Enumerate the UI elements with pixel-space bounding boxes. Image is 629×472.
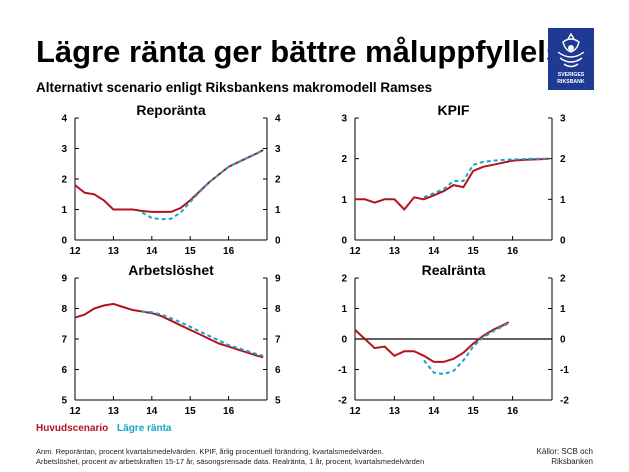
- y-tick-label: 8: [61, 304, 67, 315]
- chart-title: Arbetslöshet: [128, 262, 214, 278]
- legend-item-baseline: Huvudscenario: [36, 423, 109, 434]
- chart-panel-3: Realränta-2 -2-1 -10 01 12 212 13 14 15 16: [338, 262, 569, 417]
- x-tick-label: 15: [185, 406, 197, 417]
- y-tick-label-right: 2: [560, 274, 566, 285]
- y-tick-label: 1: [341, 195, 347, 206]
- y-tick-label: 0: [61, 236, 67, 247]
- source-line: Källor: SCB och: [536, 447, 593, 456]
- chart-title: Reporänta: [136, 102, 205, 118]
- x-tick-label: 16: [507, 406, 519, 417]
- series-line-huvudscenario: [355, 157, 549, 212]
- riksbank-logo-icon: SVERIGES RIKSBANK: [548, 28, 594, 90]
- y-tick-label: 2: [341, 274, 347, 285]
- y-tick-label: 2: [341, 154, 347, 165]
- y-tick-label-right: 5: [275, 396, 281, 407]
- footnote: Anm. Reporäntan, procent kvartalsmedelvä…: [36, 447, 424, 467]
- x-tick-label: 13: [389, 246, 401, 257]
- y-tick-label-right: -1: [560, 365, 569, 376]
- x-tick-label: 14: [428, 406, 440, 417]
- series-line-lagre-ranta: [142, 310, 264, 357]
- footnote-line: Anm. Reporäntan, procent kvartalsmedelvä…: [36, 447, 384, 456]
- footnote-line: Arbetslöshet, procent av arbetskraften 1…: [36, 457, 425, 466]
- slide-title: Lägre ränta ger bättre måluppfyllelse: [36, 34, 581, 69]
- x-tick-label: 13: [108, 246, 120, 257]
- x-tick-label: 14: [146, 406, 158, 417]
- x-tick-label: 12: [69, 246, 81, 257]
- x-tick-label: 13: [108, 406, 120, 417]
- chart-panel-2: Arbetslöshet 5 5 6 6 7 7 8 8 9 9 12 13 14 15 16: [61, 262, 281, 417]
- y-tick-label: 5: [61, 396, 67, 407]
- series-line-huvudscenario: [74, 302, 264, 359]
- svg-text:RIKSBANK: RIKSBANK: [557, 79, 585, 85]
- y-tick-label-right: 1: [560, 304, 566, 315]
- y-tick-label-right: 3: [275, 144, 281, 155]
- y-tick-label: -2: [338, 396, 347, 407]
- y-tick-label: 0: [341, 335, 347, 346]
- x-tick-label: 12: [349, 406, 361, 417]
- x-tick-label: 16: [507, 246, 519, 257]
- y-tick-label-right: 9: [275, 274, 281, 285]
- y-tick-label-right: 8: [275, 304, 281, 315]
- y-tick-label-right: -2: [560, 396, 569, 407]
- y-tick-label: 7: [61, 335, 67, 346]
- y-tick-label-right: 7: [275, 335, 281, 346]
- y-tick-label-right: 3: [560, 114, 566, 125]
- y-tick-label: 1: [341, 304, 347, 315]
- y-tick-label: 2: [61, 175, 67, 186]
- y-tick-label: -1: [338, 365, 347, 376]
- sources: Källor: SCB och Riksbanken: [537, 447, 593, 467]
- slide-subtitle: Alternativt scenario enligt Riksbankens …: [36, 80, 433, 95]
- series-line-lagre-ranta: [423, 322, 510, 376]
- source-line: Riksbanken: [551, 457, 593, 466]
- y-tick-label-right: 6: [275, 365, 281, 376]
- y-tick-label: 1: [61, 205, 67, 216]
- x-tick-label: 13: [389, 406, 401, 417]
- y-tick-label: 3: [61, 144, 67, 155]
- x-tick-label: 12: [349, 246, 361, 257]
- x-tick-label: 14: [428, 246, 440, 257]
- y-tick-label-right: 1: [560, 195, 566, 206]
- series-line-lagre-ranta: [141, 149, 264, 221]
- series-line-huvudscenario: [354, 321, 510, 363]
- y-tick-label: 9: [61, 274, 67, 285]
- legend-item-alternative: Lägre ränta: [117, 423, 172, 434]
- series-line-lagre-ranta: [423, 157, 549, 199]
- x-tick-label: 15: [468, 406, 480, 417]
- y-tick-label-right: 2: [560, 154, 566, 165]
- y-tick-label-right: 1: [275, 205, 281, 216]
- x-tick-label: 16: [223, 246, 235, 257]
- x-tick-label: 15: [468, 246, 480, 257]
- y-tick-label-right: 0: [560, 335, 566, 346]
- x-tick-label: 16: [223, 406, 235, 417]
- y-tick-label: 4: [61, 114, 67, 125]
- series-line-huvudscenario: [74, 149, 264, 213]
- legend: Huvudscenario Lägre ränta: [36, 423, 178, 434]
- y-tick-label: 0: [341, 236, 347, 247]
- y-tick-label-right: 2: [275, 175, 281, 186]
- x-tick-label: 15: [185, 246, 197, 257]
- chart-title: Realränta: [422, 262, 486, 278]
- x-tick-label: 14: [146, 246, 158, 257]
- chart-title: KPIF: [438, 102, 470, 118]
- svg-text:SVERIGES: SVERIGES: [558, 72, 585, 78]
- y-tick-label: 3: [341, 114, 347, 125]
- y-tick-label-right: 4: [275, 114, 281, 125]
- y-tick-label: 6: [61, 365, 67, 376]
- y-tick-label-right: 0: [560, 236, 566, 247]
- x-tick-label: 12: [69, 406, 81, 417]
- y-tick-label-right: 0: [275, 236, 281, 247]
